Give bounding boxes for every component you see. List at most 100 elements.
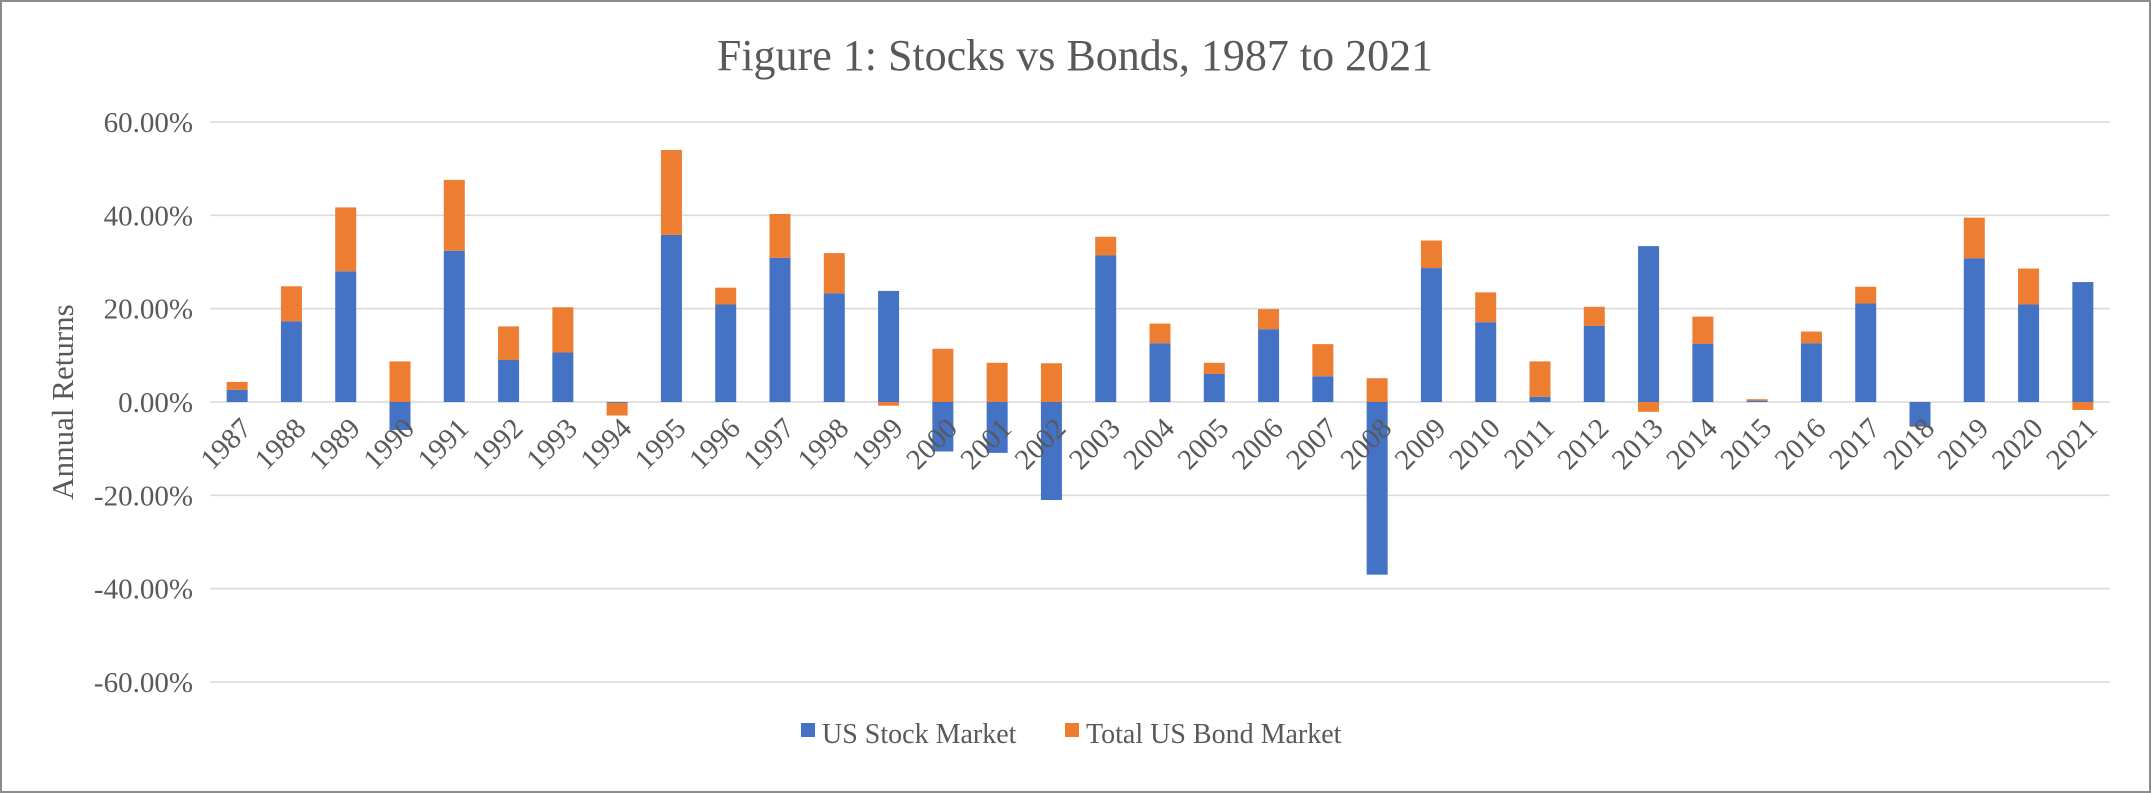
y-tick-label: -60.00% (94, 667, 193, 699)
bar-us-stock-market (715, 304, 737, 402)
x-tick-label: 1990 (357, 412, 421, 476)
bar-us-stock-market (498, 360, 520, 402)
bar-total-us-bond-market (1149, 323, 1171, 344)
bar-total-us-bond-market (932, 348, 954, 402)
bar-total-us-bond-market (1909, 426, 1931, 428)
y-tick-label: 60.00% (104, 107, 193, 139)
x-tick-label: 1999 (846, 412, 910, 476)
x-tick-label: 2008 (1334, 412, 1398, 476)
bar-us-stock-market (1638, 246, 1660, 402)
bar-us-stock-market (878, 290, 900, 402)
x-tick-label: 1994 (574, 412, 638, 476)
y-tick-label: -20.00% (94, 480, 193, 512)
bar-total-us-bond-market (2018, 268, 2040, 305)
bar-total-us-bond-market (769, 213, 791, 258)
bar-us-stock-market (1800, 343, 1822, 402)
legend-swatch (1065, 723, 1079, 737)
legend-swatch (801, 723, 815, 737)
bar-us-stock-market (1529, 396, 1551, 402)
bar-total-us-bond-market (823, 253, 845, 294)
x-tick-label: 1987 (194, 412, 258, 476)
bar-total-us-bond-market (986, 362, 1008, 402)
x-tick-label: 2004 (1117, 412, 1181, 476)
bar-total-us-bond-market (226, 381, 248, 390)
bar-us-stock-market (1149, 343, 1171, 402)
x-tick-label: 2000 (900, 412, 964, 476)
bar-us-stock-market (552, 352, 574, 402)
bar-total-us-bond-market (2072, 402, 2094, 410)
legend-label: US Stock Market (822, 719, 1017, 750)
x-tick-label: 2009 (1389, 412, 1453, 476)
bar-us-stock-market (1312, 376, 1334, 402)
bar-us-stock-market (660, 234, 682, 402)
x-tick-label: 2013 (1606, 412, 1670, 476)
x-tick-label: 2010 (1443, 412, 1507, 476)
bar-total-us-bond-market (1258, 309, 1280, 330)
bar-us-stock-market (1366, 402, 1388, 575)
x-tick-label: 2016 (1769, 412, 1833, 476)
bar-us-stock-market (443, 250, 465, 402)
bar-total-us-bond-market (335, 207, 357, 272)
y-tick-label: 0.00% (118, 387, 193, 419)
bar-total-us-bond-market (1095, 236, 1117, 256)
bar-total-us-bond-market (1529, 361, 1551, 397)
bar-us-stock-market (389, 402, 411, 430)
bar-total-us-bond-market (1040, 363, 1062, 402)
bar-total-us-bond-market (660, 150, 682, 235)
bar-total-us-bond-market (1203, 362, 1225, 374)
bar-us-stock-market (1203, 374, 1225, 402)
bar-total-us-bond-market (389, 361, 411, 402)
x-tick-label: 2014 (1660, 412, 1724, 476)
y-tick-label: 20.00% (104, 294, 193, 326)
bar-us-stock-market (1746, 400, 1768, 402)
x-tick-label: 2021 (2040, 412, 2104, 476)
y-tick-label: -40.00% (94, 574, 193, 606)
bar-total-us-bond-market (1366, 378, 1388, 402)
bar-us-stock-market (1855, 303, 1877, 402)
x-tick-label: 2017 (1823, 412, 1887, 476)
bar-total-us-bond-market (1312, 344, 1334, 377)
bar-total-us-bond-market (443, 179, 465, 251)
bar-us-stock-market (1040, 402, 1062, 500)
x-tick-label: 1997 (737, 412, 801, 476)
bar-total-us-bond-market (1583, 306, 1605, 326)
x-tick-label: 2012 (1552, 412, 1616, 476)
x-tick-label: 2005 (1172, 412, 1236, 476)
bar-us-stock-market (606, 402, 628, 403)
x-tick-label: 2015 (1714, 412, 1778, 476)
bar-total-us-bond-market (606, 402, 628, 416)
bar-us-stock-market (1692, 343, 1714, 402)
bar-us-stock-market (1258, 329, 1280, 402)
chart-title: Figure 1: Stocks vs Bonds, 1987 to 2021 (717, 31, 1433, 80)
bar-us-stock-market (1420, 268, 1442, 402)
x-tick-label: 2006 (1226, 412, 1290, 476)
bar-total-us-bond-market (552, 307, 574, 353)
bar-total-us-bond-market (498, 326, 520, 360)
bar-total-us-bond-market (715, 287, 737, 305)
x-tick-label: 2011 (1498, 412, 1561, 475)
legend-label: Total US Bond Market (1086, 719, 1342, 750)
x-tick-label: 2007 (1280, 412, 1344, 476)
x-tick-label: 1991 (412, 412, 476, 476)
y-axis-ticks: 60.00% 40.00% 20.00% 0.00% -20.00% -40.00% -60… (94, 107, 193, 699)
bar-total-us-bond-market (1638, 402, 1660, 412)
x-tick-label: 2018 (1877, 412, 1941, 476)
x-tick-label: 1988 (249, 412, 313, 476)
bar-total-us-bond-market (1475, 292, 1497, 323)
x-tick-label: 2019 (1932, 412, 1996, 476)
bar-us-stock-market (1475, 322, 1497, 402)
x-tick-label: 2003 (1063, 412, 1127, 476)
bar-us-stock-market (226, 389, 248, 402)
bar-us-stock-market (2072, 282, 2094, 402)
bar-us-stock-market (280, 321, 302, 402)
bar-total-us-bond-market (1855, 286, 1877, 304)
bar-us-stock-market (335, 271, 357, 402)
bar-us-stock-market (769, 257, 791, 402)
x-tick-label: 1993 (520, 412, 584, 476)
bar-total-us-bond-market (280, 286, 302, 322)
bar-total-us-bond-market (1420, 240, 1442, 269)
bar-us-stock-market (986, 402, 1008, 453)
x-tick-label: 2002 (1009, 412, 1073, 476)
